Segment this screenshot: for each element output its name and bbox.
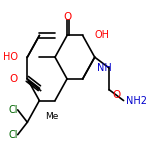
Text: Me: Me — [45, 112, 58, 121]
Text: O: O — [9, 74, 18, 84]
Text: Cl: Cl — [8, 130, 18, 140]
Text: HO: HO — [3, 52, 18, 62]
Text: NH2: NH2 — [126, 96, 147, 106]
Text: O: O — [63, 12, 71, 22]
Text: NH: NH — [97, 63, 112, 73]
Text: OH: OH — [95, 30, 110, 40]
Text: Cl: Cl — [8, 105, 18, 115]
Text: O: O — [112, 90, 120, 100]
